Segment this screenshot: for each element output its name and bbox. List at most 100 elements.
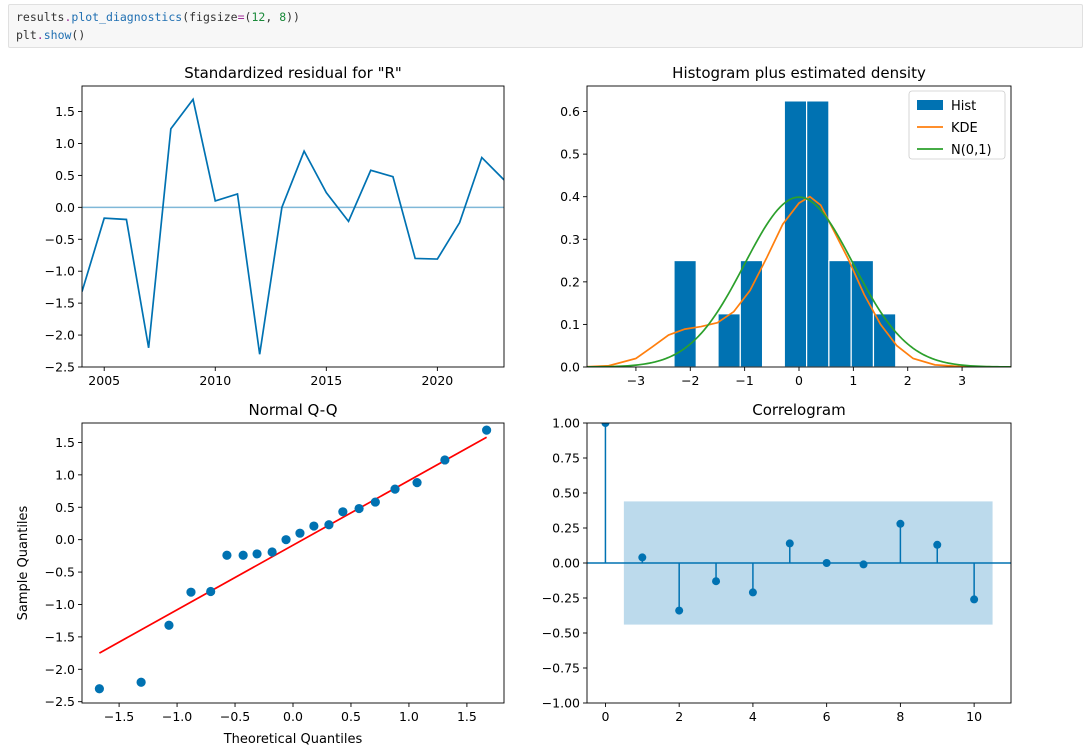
x-tick-label: 3 [958,373,966,388]
code-token-number: 8 [279,10,287,24]
legend-label: KDE [951,121,978,136]
qq-point [186,587,196,597]
legend-label: Hist [951,99,976,114]
qq-point [281,535,291,545]
qq-point [354,503,364,514]
histogram-bar [872,313,897,367]
y-tick-label: 0.0 [55,200,75,215]
y-axis-label: Sample Quantiles [16,505,31,620]
y-tick-label: 0.75 [552,451,580,466]
y-tick-label: 0.0 [560,360,580,375]
histogram-bar [828,259,852,367]
histogram-bar [783,100,808,367]
x-tick-label: 1.0 [399,709,419,724]
qq-point [309,521,319,531]
y-tick-label: 0.4 [560,189,580,204]
x-tick-label: 10 [966,709,982,724]
qq-point [440,455,450,465]
chart-title: Normal Q-Q [248,401,337,419]
y-tick-label: 0.5 [560,147,580,162]
acf-marker [601,423,610,427]
code-token-separator: , [265,10,280,24]
axes-frame [81,85,505,368]
y-tick-label: 0.6 [560,104,580,119]
x-tick-label: −1.0 [162,709,192,724]
y-tick-label: 0.00 [552,556,580,571]
histogram-panel: Histogram plus estimated density −3 −2 −1 0 1… [560,64,1012,388]
x-tick-label: 2005 [88,373,120,388]
y-tick-label: −2.0 [45,328,75,343]
x-tick-label: 0 [601,709,609,724]
histogram-bar [717,313,741,367]
code-token-equals: = [237,10,245,24]
qq-point [482,425,492,435]
y-tick-label: −0.5 [45,565,75,580]
code-token-object: results [16,10,65,24]
histogram-bar [739,259,764,367]
qq-point [370,497,380,507]
x-axis-label: Theoretical Quantiles [223,732,363,747]
x-tick-label: 8 [896,709,904,724]
x-tick-label: −3 [627,373,645,388]
x-tick-label: −0.5 [220,709,250,724]
acf-marker [675,606,684,615]
y-tick-label: 1.5 [55,104,75,119]
y-tick-label: −0.50 [542,626,580,641]
code-token-function: plot_diagnostics [71,10,183,24]
y-tick-label: 0.5 [55,168,75,183]
qq-point [295,528,305,538]
legend: Hist KDE N(0,1) [908,90,1006,160]
x-tick-label: −1.5 [104,709,134,724]
kde-curve [587,195,1011,367]
qq-reference-line [98,436,488,654]
acf-marker [712,577,721,586]
y-tick-label: −1.0 [45,597,75,612]
y-tick-label: −1.0 [45,264,75,279]
y-tick-label: −0.75 [542,661,580,676]
x-tick-label: 0.0 [283,709,303,724]
legend-label: N(0,1) [951,143,992,158]
y-tick-label: 0.1 [560,317,580,332]
x-tick-label: 2 [675,709,683,724]
code-token-paren: ( [244,10,252,24]
acf-marker [933,540,942,549]
y-tick-label: 0.50 [552,486,580,501]
code-token-paren: ( [182,10,190,24]
x-tick-label: 0 [795,373,803,388]
code-token-keyword: figsize [189,10,238,24]
qq-point [222,550,232,560]
code-line-1: results.plot_diagnostics(figsize=(12, 8)… [16,10,300,24]
x-tick-label: −2 [681,373,699,388]
qq-point [94,684,104,694]
qq-point [324,520,334,530]
code-line-2: plt.show() [16,28,85,42]
qq-point [206,586,216,597]
chart-title: Correlogram [752,401,845,419]
y-tick-label: −1.5 [45,629,75,644]
qq-point [267,547,277,557]
qq-point [412,478,422,488]
y-tick-label: −0.5 [45,232,75,247]
y-tick-label: 1.00 [552,416,580,431]
code-cell[interactable]: results.plot_diagnostics(figsize=(12, 8)… [8,4,1083,48]
x-tick-label: 2015 [310,373,342,388]
correlogram-panel: Correlogram 0 2 4 6 8 10 −1.00 −0.75 −0.50 −0.25 0.… [542,401,1012,724]
x-tick-label: 2 [904,373,912,388]
y-tick-label: 0.3 [560,232,580,247]
residual-series-line [82,97,504,355]
x-tick-label: 0.5 [341,709,361,724]
y-tick-label: 1.5 [55,435,75,450]
histogram-bar [850,259,875,367]
x-tick-label: −1 [735,373,753,388]
qq-point [390,484,400,494]
code-token-object: plt [16,28,37,42]
code-token-number: 12 [251,10,266,24]
normal-density-curve [587,196,1011,367]
code-token-paren: () [71,28,86,42]
qq-point [252,549,262,559]
qq-point [338,507,348,517]
x-tick-label: 2010 [199,373,231,388]
y-tick-label: −2.5 [45,694,75,709]
x-tick-label: 4 [749,709,757,724]
